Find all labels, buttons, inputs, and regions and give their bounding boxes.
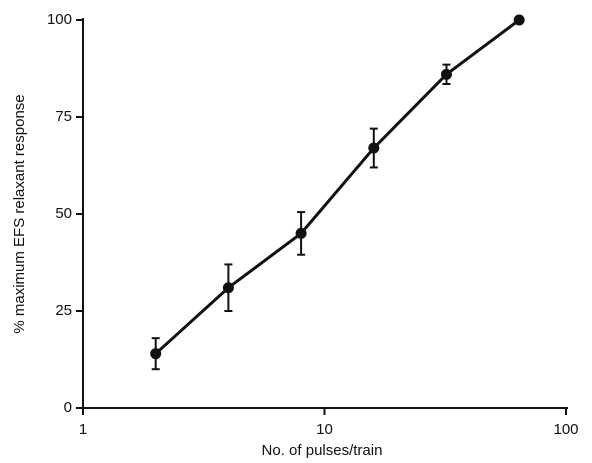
data-point — [222, 282, 234, 294]
data-point — [295, 227, 307, 239]
data-point — [440, 68, 452, 80]
data-point — [513, 14, 525, 26]
x-tick-label: 100 — [553, 421, 578, 438]
y-tick-label: 100 — [47, 11, 72, 28]
x-tick-label: 10 — [316, 421, 333, 438]
data-line — [154, 18, 521, 355]
y-tick-label: 0 — [64, 399, 72, 416]
y-tick-label: 25 — [55, 302, 72, 319]
x-tick-label: 1 — [79, 421, 87, 438]
y-tick-label: 75 — [55, 108, 72, 125]
data-point — [150, 348, 162, 360]
x-axis-label: No. of pulses/train — [262, 442, 383, 459]
y-tick-label: 50 — [55, 205, 72, 222]
y-axis-label: % maximum EFS relaxant response — [11, 94, 28, 333]
data-point — [368, 142, 380, 154]
